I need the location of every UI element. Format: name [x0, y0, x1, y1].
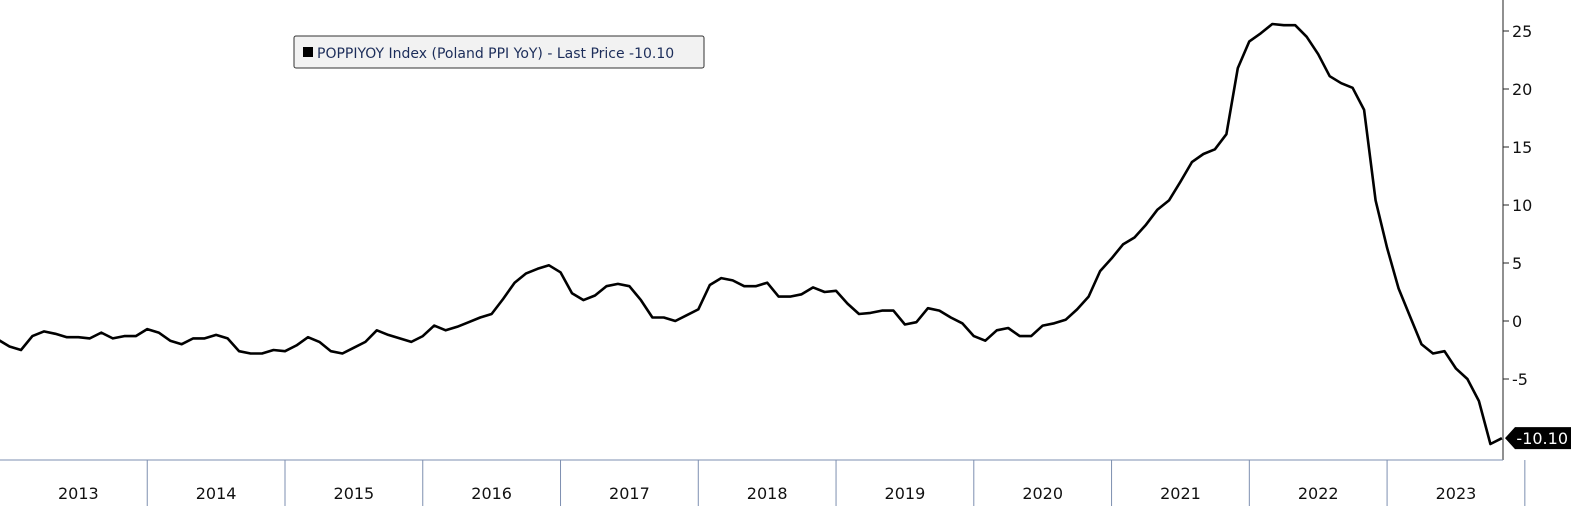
x-tick-label: 2021 — [1160, 484, 1201, 503]
y-tick-label: 15 — [1512, 138, 1532, 157]
x-tick-label: 2023 — [1436, 484, 1477, 503]
y-tick-label: 5 — [1512, 254, 1522, 273]
y-tick-label: 10 — [1512, 196, 1532, 215]
legend-box — [293, 35, 705, 69]
y-tick-label: -5 — [1512, 370, 1528, 389]
x-tick-label: 2019 — [885, 484, 926, 503]
y-tick-label: 20 — [1512, 80, 1532, 99]
x-tick-label: 2014 — [196, 484, 237, 503]
last-value-label: -10.10 — [1516, 429, 1568, 448]
x-tick-label: 2018 — [747, 484, 788, 503]
last-value-marker: -10.10 — [1505, 427, 1571, 450]
x-tick-label: 2017 — [609, 484, 650, 503]
x-tick-label: 2022 — [1298, 484, 1339, 503]
y-tick-label: 25 — [1512, 22, 1532, 41]
legend: POPPIYOY Index (Poland PPI YoY) - Last P… — [293, 35, 705, 69]
last-value-badge — [1505, 427, 1571, 450]
plot-area — [0, 22, 1503, 446]
y-tick-label: 0 — [1512, 312, 1522, 331]
legend-label: POPPIYOY Index (Poland PPI YoY) - Last P… — [317, 46, 674, 62]
y-axis: 25 20 15 10 5 0 -5 — [1502, 0, 1532, 460]
x-tick-label: 2013 — [58, 484, 99, 503]
x-tick-label: 2016 — [471, 484, 512, 503]
x-tick-label: 2020 — [1022, 484, 1063, 503]
x-axis: 2013 2014 2015 2016 2017 2018 2019 2020 2021 2022… — [0, 459, 1526, 506]
x-tick-label: 2015 — [334, 484, 375, 503]
series-line-poppiyoy — [0, 22, 1503, 446]
legend-swatch — [303, 47, 313, 57]
